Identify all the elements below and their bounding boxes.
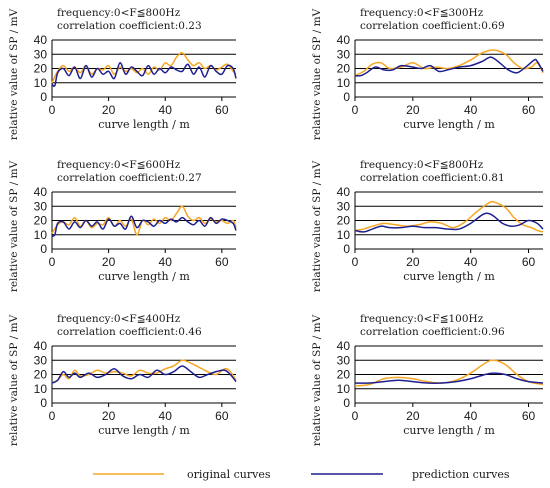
correlation-label: correlation coefficient:0.23	[57, 20, 202, 32]
x-tick-label: 0	[352, 255, 359, 269]
y-tick-label: 0	[343, 90, 350, 104]
y-tick-label: 20	[34, 214, 48, 228]
y-tick-label: 40	[337, 33, 351, 47]
correlation-label: correlation coefficient:0.81	[360, 172, 505, 184]
y-axis-label: relative value of SP / mV	[311, 314, 323, 446]
y-axis-label: relative value of SP / mV	[311, 160, 323, 292]
original-curve	[51, 359, 237, 384]
x-tick-label: 60	[522, 103, 536, 117]
x-tick-label: 60	[522, 409, 536, 423]
y-tick-label: 20	[337, 62, 351, 76]
x-tick-label: 0	[352, 103, 359, 117]
y-tick-label: 20	[34, 62, 48, 76]
x-tick-label: 60	[215, 409, 229, 423]
x-tick-label: 0	[49, 409, 56, 423]
y-tick-label: 40	[34, 33, 48, 47]
y-axis-label: relative value of SP / mV	[311, 8, 323, 140]
x-tick-label: 20	[102, 409, 116, 423]
original-curve	[354, 49, 544, 77]
y-tick-label: 0	[40, 90, 47, 104]
y-tick-label: 10	[34, 382, 48, 396]
x-axis-label: curve length / m	[98, 118, 190, 131]
y-tick-label: 0	[40, 242, 47, 256]
frequency-label: frequency:0<F≦400Hz	[57, 313, 181, 325]
x-tick-label: 0	[49, 255, 56, 269]
y-tick-label: 40	[337, 185, 351, 199]
y-tick-label: 30	[34, 353, 48, 367]
y-tick-label: 10	[337, 382, 351, 396]
y-tick-label: 30	[337, 353, 351, 367]
x-tick-label: 40	[159, 409, 173, 423]
x-tick-label: 40	[159, 255, 173, 269]
prediction-curve	[51, 215, 237, 237]
y-tick-label: 20	[337, 214, 351, 228]
y-tick-label: 10	[34, 228, 48, 242]
x-tick-label: 20	[102, 255, 116, 269]
frequency-label: frequency:0<F≦300Hz	[360, 7, 484, 19]
x-axis-label: curve length / m	[403, 118, 495, 131]
x-tick-label: 60	[215, 255, 229, 269]
y-tick-label: 10	[337, 228, 351, 242]
x-tick-label: 20	[406, 103, 420, 117]
y-tick-label: 40	[34, 185, 48, 199]
y-tick-label: 0	[343, 396, 350, 410]
legend-prediction-label: prediction curves	[412, 468, 510, 481]
x-tick-label: 40	[464, 409, 478, 423]
x-tick-label: 60	[215, 103, 229, 117]
y-tick-label: 20	[34, 368, 48, 382]
y-axis-label: relative value of SP / mV	[8, 8, 20, 140]
y-tick-label: 30	[34, 199, 48, 213]
correlation-label: correlation coefficient:0.96	[360, 326, 505, 338]
x-tick-label: 40	[159, 103, 173, 117]
y-tick-label: 20	[337, 368, 351, 382]
correlation-label: correlation coefficient:0.69	[360, 20, 505, 32]
x-axis-label: curve length / m	[403, 270, 495, 283]
y-tick-label: 0	[343, 242, 350, 256]
y-tick-label: 0	[40, 396, 47, 410]
prediction-curve	[354, 212, 544, 233]
frequency-label: frequency:0<F≦800Hz	[360, 159, 484, 171]
legend-original-label: original curves	[187, 468, 271, 481]
x-axis-label: curve length / m	[98, 270, 190, 283]
legend: original curves prediction curves	[93, 468, 510, 481]
correlation-label: correlation coefficient:0.27	[57, 172, 202, 184]
y-tick-label: 40	[337, 339, 351, 353]
prediction-curve	[354, 372, 544, 384]
frequency-label: frequency:0<F≦800Hz	[57, 7, 181, 19]
y-tick-label: 10	[34, 76, 48, 90]
y-tick-label: 30	[337, 47, 351, 61]
y-axis-label: relative value of SP / mV	[8, 314, 20, 446]
prediction-curve	[354, 56, 544, 77]
x-tick-label: 40	[464, 255, 478, 269]
original-curve	[354, 359, 544, 387]
y-tick-label: 10	[337, 76, 351, 90]
prediction-curve	[51, 62, 237, 87]
x-axis-label: curve length / m	[98, 424, 190, 437]
frequency-label: frequency:0<F≦100Hz	[360, 313, 484, 325]
x-tick-label: 20	[102, 103, 116, 117]
correlation-label: correlation coefficient:0.46	[57, 326, 202, 338]
x-tick-label: 20	[406, 255, 420, 269]
x-tick-label: 0	[49, 103, 56, 117]
y-tick-label: 40	[34, 339, 48, 353]
y-tick-label: 30	[337, 199, 351, 213]
x-tick-label: 40	[464, 103, 478, 117]
y-tick-label: 30	[34, 47, 48, 61]
x-tick-label: 60	[522, 255, 536, 269]
frequency-label: frequency:0<F≦600Hz	[57, 159, 181, 171]
prediction-curve	[51, 365, 237, 384]
y-axis-label: relative value of SP / mV	[8, 160, 20, 292]
x-axis-label: curve length / m	[403, 424, 495, 437]
x-tick-label: 0	[352, 409, 359, 423]
x-tick-label: 20	[406, 409, 420, 423]
